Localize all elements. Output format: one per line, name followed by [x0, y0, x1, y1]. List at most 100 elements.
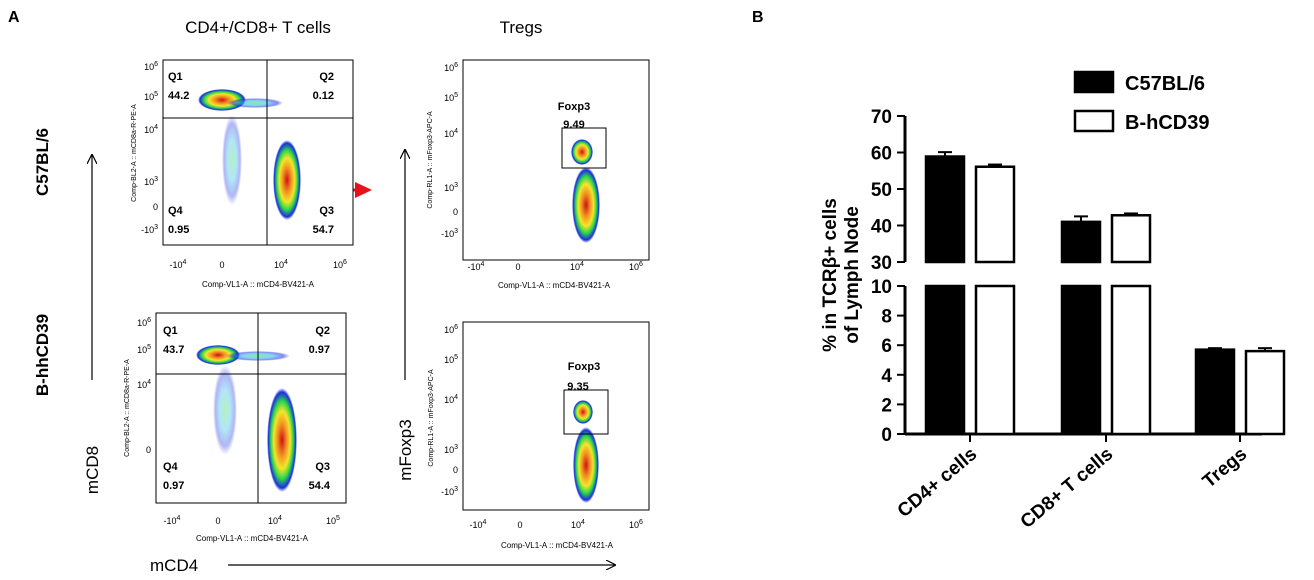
tick-label: 105	[326, 515, 340, 526]
tick-label: 0	[453, 207, 458, 217]
tick-label: 103	[144, 176, 158, 187]
row-title-c57: C57BL/6	[33, 128, 52, 196]
tick-label: 0	[146, 445, 151, 455]
density-cloud	[198, 89, 301, 220]
plot-xlabel: Comp-VL1-A :: mCD4-BV421-A	[202, 280, 315, 289]
y-tick-label: 10	[871, 277, 892, 298]
quadrant-name: Q4	[168, 205, 184, 217]
legend-swatch	[1073, 109, 1115, 133]
col-title-cd4cd8: CD4+/CD8+ T cells	[185, 18, 331, 37]
tick-label: 106	[144, 61, 158, 72]
quadrant-value: 54.4	[309, 480, 331, 492]
quadrant-value: 0.12	[313, 90, 334, 102]
tick-label: -104	[468, 261, 485, 272]
foxp3-gate	[563, 389, 609, 435]
quadrant-name: Q4	[163, 461, 179, 473]
x-tick-label: CD8+ T cells	[1017, 444, 1117, 533]
tick-label: 104	[444, 128, 458, 139]
quadrant-name: Q2	[315, 325, 330, 337]
tick-label: -103	[141, 224, 158, 235]
y-tick-label: 0	[881, 425, 892, 446]
gate-value: 9.49	[563, 119, 584, 131]
tick-label: 106	[444, 324, 458, 335]
flow-plot-c57-tregs: Foxp3 9.49 Comp-RL1-A :: mFoxp3-APC-A Co…	[427, 59, 650, 290]
flow-plot-c57-cd4cd8: Q1 44.2 Q2 0.12 Q3 54.7 Q4 0.95 Comp-BL2…	[131, 59, 354, 289]
bar-upper-0	[1060, 220, 1102, 264]
tick-label: 106	[444, 62, 458, 73]
gate-name: Foxp3	[568, 361, 600, 373]
y-axis-label: % in TCRβ+ cellsof Lymph Node	[820, 198, 863, 352]
quadrant-value: 0.97	[309, 344, 330, 356]
x-tick-label: Tregs	[1199, 444, 1251, 493]
y-tick-label: 6	[881, 336, 892, 357]
mcd4-axis-label: mCD4	[150, 556, 198, 575]
tick-label: 0	[153, 202, 158, 212]
quadrant-value: 0.95	[168, 224, 189, 236]
plot-ylabel: Comp-BL2-A :: mCD8a-R-PE-A	[124, 359, 131, 457]
plot-xticks: -104 0 104 106	[170, 259, 348, 270]
mfoxp3-axis-label: mFoxp3	[396, 419, 415, 480]
y-tick-label: 8	[881, 307, 892, 328]
tick-label: -104	[470, 519, 487, 530]
plot-xticks: -104 0 104 105	[164, 515, 341, 526]
bar-lower-1	[974, 284, 1016, 436]
y-tick-label: 50	[871, 180, 892, 201]
bar-chart: 0 2 4 6 8 10 30 40 50 60 70 % in TCRβ+ cellsof Lymp…	[820, 70, 1286, 533]
density-cloud	[571, 139, 600, 243]
mcd8-axis-label: mCD8	[83, 446, 102, 494]
tick-label: -103	[441, 228, 458, 239]
plot-yticks: 106 105 104 0	[137, 317, 151, 455]
plot-ylabel: Comp-BL2-A :: mCD8a-R-PE-A	[131, 104, 138, 202]
tick-label: 106	[629, 519, 643, 530]
tick-label: 0	[215, 516, 220, 526]
legend-swatch	[1073, 70, 1115, 94]
flow-plot-bhcd39-tregs: Foxp3 9.35 Comp-RL1-A :: mFoxp3-APC-A Co…	[428, 321, 650, 550]
density-cloud	[196, 345, 297, 492]
tick-label: 104	[268, 515, 282, 526]
quadrant-value: 44.2	[168, 90, 189, 102]
bar-0	[1194, 348, 1236, 436]
bar-1	[1244, 349, 1286, 436]
x-tick-label: CD4+ cells	[894, 444, 982, 522]
tick-label: -104	[164, 515, 181, 526]
bar-upper-1	[1110, 214, 1152, 264]
legend-label: B-hCD39	[1125, 112, 1209, 134]
tick-label: 105	[444, 354, 458, 365]
col-title-tregs: Tregs	[500, 18, 543, 37]
quadrant-name: Q1	[168, 71, 183, 83]
plot-xticks: -104 0 104 106	[468, 261, 644, 272]
plot-xlabel: Comp-VL1-A :: mCD4-BV421-A	[501, 541, 614, 550]
tick-label: 104	[137, 379, 151, 390]
quadrant-value: 0.97	[163, 480, 184, 492]
bar-upper-0	[924, 155, 966, 264]
y-tick-label: 40	[871, 217, 892, 238]
bar-lower-0	[1060, 284, 1102, 436]
tick-label: 106	[137, 317, 151, 328]
legend-label: C57BL/6	[1125, 73, 1205, 95]
quadrant-name: Q1	[163, 325, 178, 337]
tick-label: -103	[441, 486, 458, 497]
y-tick-label: 2	[881, 395, 892, 416]
plot-ylabel: Comp-RL1-A :: mFoxp3-APC-A	[427, 111, 434, 209]
plot-yticks: 106 105 104 103 0 -103	[441, 62, 458, 239]
tick-label: 106	[629, 261, 643, 272]
plot-xlabel: Comp-VL1-A :: mCD4-BV421-A	[498, 281, 611, 290]
tick-label: 105	[444, 92, 458, 103]
y-tick-label: 60	[871, 144, 892, 165]
tick-label: 0	[517, 520, 522, 530]
tick-label: 106	[333, 259, 347, 270]
plot-xlabel: Comp-VL1-A :: mCD4-BV421-A	[196, 534, 309, 543]
quadrant-name: Q3	[315, 461, 330, 473]
tick-label: 104	[444, 394, 458, 405]
plot-xticks: -104 0 104 106	[470, 519, 644, 530]
quadrant-value: 54.7	[313, 224, 334, 236]
gate-name: Foxp3	[558, 101, 590, 113]
gate-value: 9.35	[567, 381, 588, 393]
tick-label: 103	[444, 182, 458, 193]
bar-upper-1	[974, 165, 1016, 264]
tick-label: 105	[137, 344, 151, 355]
row-title-bhcd39: B-hhCD39	[33, 314, 52, 396]
tick-label: 0	[219, 260, 224, 270]
panel-b-label: B	[752, 9, 764, 26]
quadrant-name: Q3	[319, 205, 334, 217]
